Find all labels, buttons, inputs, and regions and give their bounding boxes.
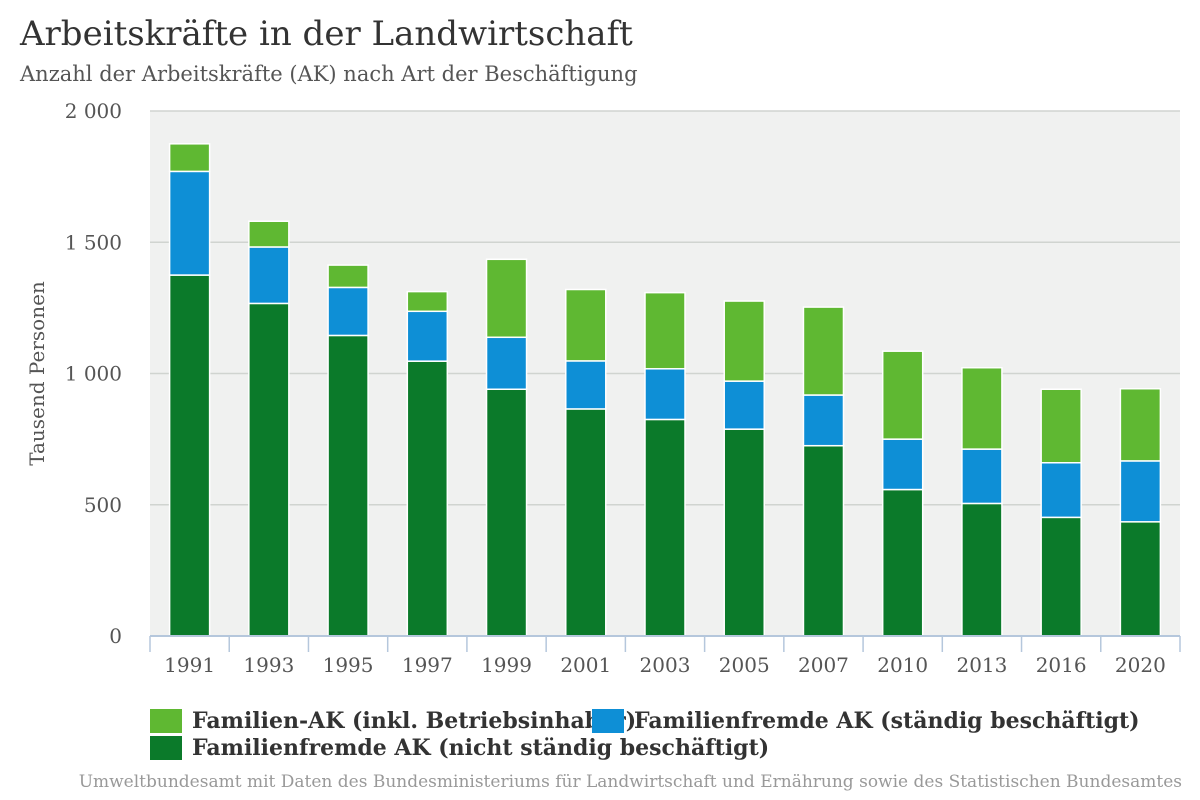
bar-segment-familienfremde-nicht-staendig	[485, 388, 528, 637]
bar-segment-familienfremde-staendig	[168, 170, 211, 276]
bar-segment-familienfremde-nicht-staendig	[1040, 516, 1082, 637]
bar-segment-familien-ak	[1119, 387, 1162, 462]
bar-segment-familienfremde-nicht-staendig	[248, 302, 290, 637]
x-tick-label: 2013	[956, 653, 1007, 677]
x-tick-label: 2016	[1036, 653, 1087, 677]
legend-swatch-familien-ak	[150, 709, 182, 733]
bar-segment-familienfremde-staendig	[485, 336, 528, 390]
x-tick-label: 2010	[877, 653, 928, 677]
x-tick-label: 2007	[798, 653, 849, 677]
bar-segment-familien-ak	[1040, 388, 1082, 464]
bar-segment-familien-ak	[168, 143, 211, 173]
stacked-bar-chart: 0 500 1 000 1 500 2 000 Tausend Personen 1991 1…	[25, 99, 1181, 677]
bar-segment-familienfremde-nicht-staendig	[1119, 521, 1162, 637]
legend-swatch-familienfremde-staendig	[592, 709, 624, 733]
legend-item-familienfremde-nicht-staendig[interactable]: Familienfremde AK (nicht ständig beschäf…	[150, 735, 769, 761]
bar-segment-familienfremde-staendig	[1119, 460, 1162, 523]
bar-segment-familien-ak	[802, 306, 845, 396]
bar-segment-familienfremde-nicht-staendig	[565, 408, 607, 637]
legend-label-familien-ak: Familien-AK (inkl. Betriebsinhaber)	[192, 708, 637, 734]
x-tick-label: 2001	[560, 653, 611, 677]
bar-segment-familienfremde-staendig	[406, 310, 449, 362]
y-tick-label: 1 000	[65, 362, 122, 386]
bar-segment-familienfremde-nicht-staendig	[723, 428, 765, 637]
x-tick-label: 1999	[481, 653, 532, 677]
chart-legend: Familien-AK (inkl. Betriebsinhaber) Fami…	[150, 708, 1200, 768]
bar-segment-familienfremde-staendig	[248, 246, 290, 305]
bar-segment-familienfremde-staendig	[565, 360, 607, 410]
bar-segment-familien-ak	[327, 264, 369, 289]
source-text: Umweltbundesamt mit Daten des Bundesmini…	[78, 772, 1182, 792]
legend-label-familienfremde-nicht-staendig: Familienfremde AK (nicht ständig beschäf…	[192, 735, 770, 761]
bar-segment-familienfremde-staendig	[1040, 462, 1082, 519]
bar-segment-familien-ak	[723, 300, 765, 382]
legend-item-familienfremde-staendig[interactable]: Familienfremde AK (ständig beschäftigt)	[592, 708, 1140, 734]
x-tick-label: 2005	[719, 653, 770, 677]
bar-segment-familienfremde-staendig	[802, 394, 845, 447]
y-tick-label: 0	[109, 624, 122, 648]
bar-segment-familienfremde-staendig	[881, 438, 924, 491]
bar-segment-familien-ak	[485, 258, 528, 339]
bar-segment-familienfremde-staendig	[644, 368, 686, 421]
y-tick-label: 1 500	[65, 230, 122, 254]
bar-segment-familienfremde-nicht-staendig	[802, 444, 845, 637]
source-note: Umweltbundesamt mit Daten des Bundesmini…	[0, 772, 1200, 796]
y-axis-title: Tausend Personen	[25, 281, 49, 466]
bar-segment-familienfremde-nicht-staendig	[644, 418, 686, 637]
x-tick-label: 2020	[1115, 653, 1166, 677]
bar-segment-familienfremde-staendig	[723, 380, 765, 430]
bar-segment-familien-ak	[248, 220, 290, 248]
bar-segment-familienfremde-nicht-staendig	[961, 502, 1003, 637]
bar-segment-familienfremde-nicht-staendig	[881, 488, 924, 637]
chart-subtitle: Anzahl der Arbeitskräfte (AK) nach Art d…	[20, 62, 638, 86]
y-tick-label: 500	[84, 493, 122, 517]
legend-item-familien-ak[interactable]: Familien-AK (inkl. Betriebsinhaber)	[150, 708, 636, 734]
bar-segment-familienfremde-staendig	[327, 286, 369, 337]
bar-segment-familien-ak	[406, 290, 449, 313]
chart-title: Arbeitskräfte in der Landwirtschaft	[20, 14, 633, 54]
x-tick-label: 1993	[243, 653, 294, 677]
bar-segment-familienfremde-staendig	[961, 448, 1003, 505]
x-tick-label: 2003	[640, 653, 691, 677]
bar-segment-familienfremde-nicht-staendig	[327, 334, 369, 637]
x-tick-label: 1997	[402, 653, 453, 677]
bar-segment-familien-ak	[644, 291, 686, 370]
bar-segment-familien-ak	[565, 288, 607, 362]
legend-swatch-familienfremde-nicht-staendig	[150, 736, 182, 760]
bar-segment-familienfremde-nicht-staendig	[406, 360, 449, 637]
bar-segment-familien-ak	[961, 366, 1003, 450]
x-tick-label: 1991	[164, 653, 215, 677]
bar-segment-familien-ak	[881, 350, 924, 440]
x-tick-label: 1995	[323, 653, 374, 677]
bar-segment-familienfremde-nicht-staendig	[168, 274, 211, 637]
y-tick-label: 2 000	[65, 99, 122, 123]
legend-label-familienfremde-staendig: Familienfremde AK (ständig beschäftigt)	[634, 708, 1140, 734]
